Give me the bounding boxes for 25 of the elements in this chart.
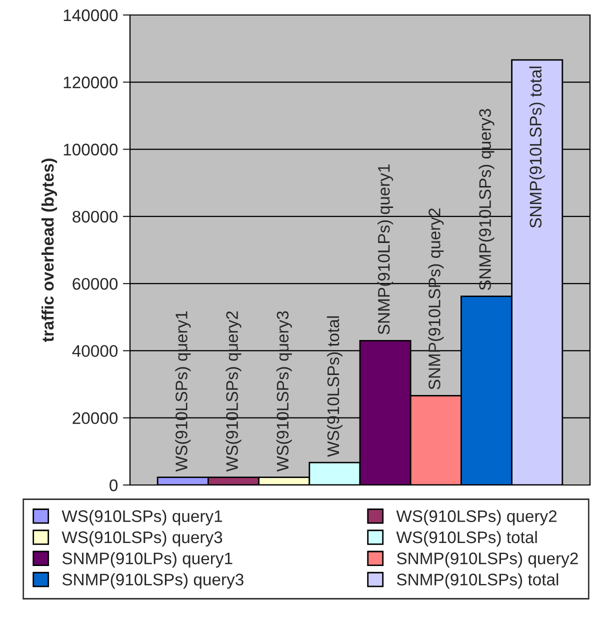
y-tick-label: 60000 [72,278,118,290]
text: SNMP(910LSPs) query3 [478,109,494,290]
text: SNMP(910LSPs) total [529,66,545,228]
y-tick-label: 140000 [64,9,118,22]
y-tick-label: 80000 [72,210,118,223]
y-tick-label: 40000 [72,345,118,357]
text: SNMP(910LSPs) query2 [428,208,444,390]
y-tick-label: 120000 [64,76,118,88]
text: WS(910LSPs) query2 [226,311,242,472]
text: WS(910LSPs) total [326,316,342,457]
text: WS(910LSPs) query1 [175,311,191,472]
text: WS(910LSPs) query3 [276,311,292,472]
y-tick-label: 0 [110,479,118,492]
y-tick-label: 20000 [72,412,118,424]
y-tick-label: 100000 [64,144,118,156]
legend-label: SNMP(910LSPs) query3 [62,573,244,589]
legend-label: WS(910LSPs) query1 [62,510,222,526]
text: SNMP(910LPs) query1 [378,164,394,334]
legend-label: SNMP(910LSPs) total [396,573,558,589]
legend-label: WS(910LSPs) query2 [396,510,557,526]
legend-label: WS(910LSPs) total [396,530,537,546]
legend-label: WS(910LSPs) query3 [62,530,222,546]
y-axis-title: traffic overhead (bytes) [41,158,58,342]
legend-label: SNMP(910LSPs) query2 [396,552,578,568]
legend-label: SNMP(910LPs) query1 [62,552,232,568]
